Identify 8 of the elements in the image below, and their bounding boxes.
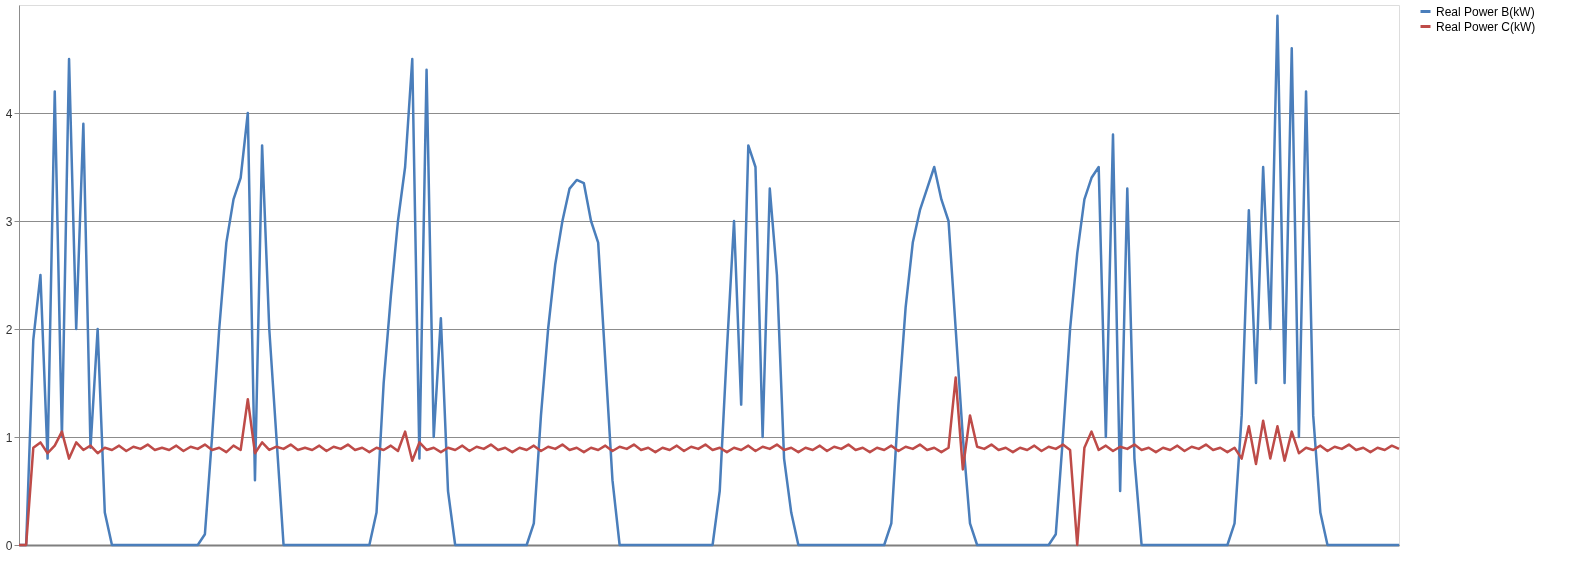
y-tick-label: 3 [5,214,13,229]
line-series [17,376,1401,547]
y-tick-label: 1 [5,430,13,445]
y-tick-label: 2 [5,322,13,337]
legend-label: Real Power C(kW) [1436,19,1536,34]
legend-label: Real Power B(kW) [1436,4,1535,19]
y-tick-label: 4 [5,106,13,121]
y-tick-label: 0 [5,538,13,553]
